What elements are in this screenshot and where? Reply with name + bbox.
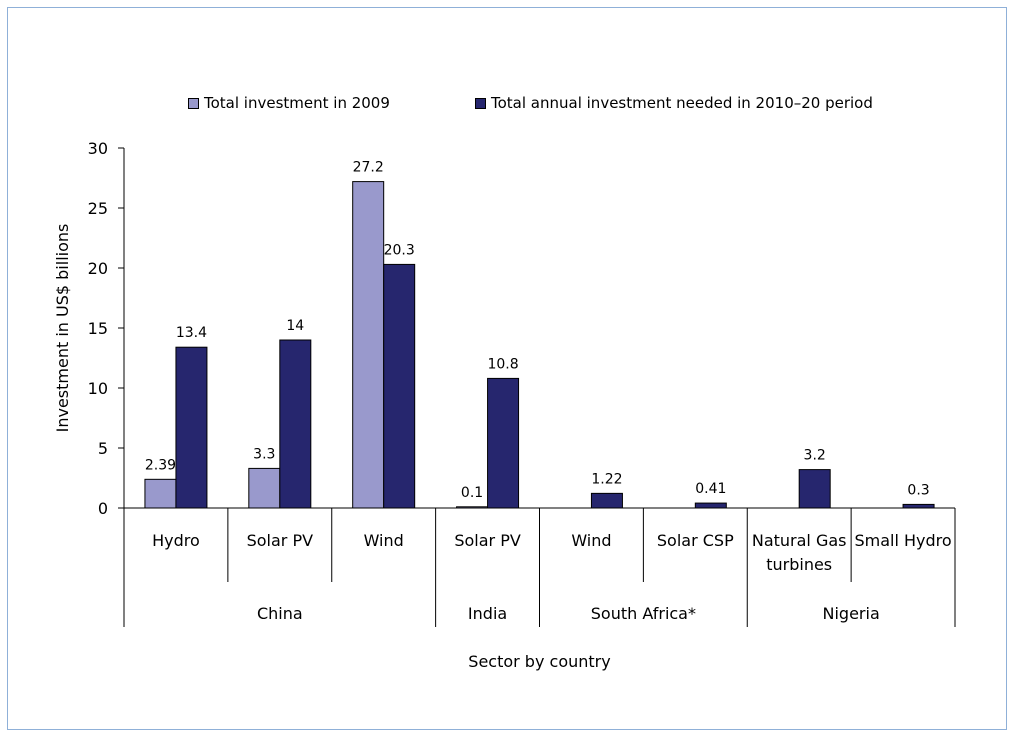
group-label: India	[468, 604, 507, 623]
category-label: Wind	[364, 531, 404, 550]
bar	[353, 182, 384, 508]
bar	[695, 503, 726, 508]
y-tick-label: 15	[88, 319, 108, 338]
category-label: Solar CSP	[657, 531, 734, 550]
y-tick-label: 10	[88, 379, 108, 398]
x-axis-title: Sector by country	[468, 652, 610, 671]
data-label: 3.2	[804, 448, 826, 464]
category-label: Wind	[571, 531, 611, 550]
bar	[488, 378, 519, 508]
bar	[384, 264, 415, 508]
bar	[249, 468, 280, 508]
category-label: Solar PV	[454, 531, 521, 550]
data-label: 1.22	[591, 471, 622, 487]
data-label: 10.8	[487, 356, 518, 372]
bar	[176, 347, 207, 508]
category-label: turbines	[766, 555, 832, 574]
data-label: 27.2	[353, 160, 384, 176]
group-label: South Africa*	[591, 604, 696, 623]
group-label: China	[257, 604, 303, 623]
y-tick-label: 25	[88, 199, 108, 218]
bar	[903, 504, 934, 508]
category-label: Hydro	[152, 531, 200, 550]
data-label: 0.3	[907, 482, 929, 498]
bar	[457, 507, 488, 508]
data-label: 2.39	[145, 457, 176, 473]
data-label: 0.1	[461, 485, 483, 501]
data-label: 0.41	[695, 481, 726, 497]
bar	[591, 493, 622, 508]
y-tick-label: 30	[88, 139, 108, 158]
category-label: Solar PV	[247, 531, 314, 550]
category-label: Small Hydro	[854, 531, 951, 550]
category-label: Natural Gas	[752, 531, 847, 550]
bar	[145, 479, 176, 508]
y-tick-label: 5	[98, 439, 108, 458]
y-tick-label: 0	[98, 499, 108, 518]
bar	[799, 470, 830, 508]
bar	[280, 340, 311, 508]
data-label: 3.3	[253, 446, 275, 462]
data-label: 20.3	[384, 242, 415, 258]
y-tick-label: 20	[88, 259, 108, 278]
data-label: 13.4	[176, 325, 207, 341]
y-axis-title: Investment in US$ billions	[53, 224, 72, 433]
group-label: Nigeria	[823, 604, 880, 623]
data-label: 14	[286, 318, 304, 334]
